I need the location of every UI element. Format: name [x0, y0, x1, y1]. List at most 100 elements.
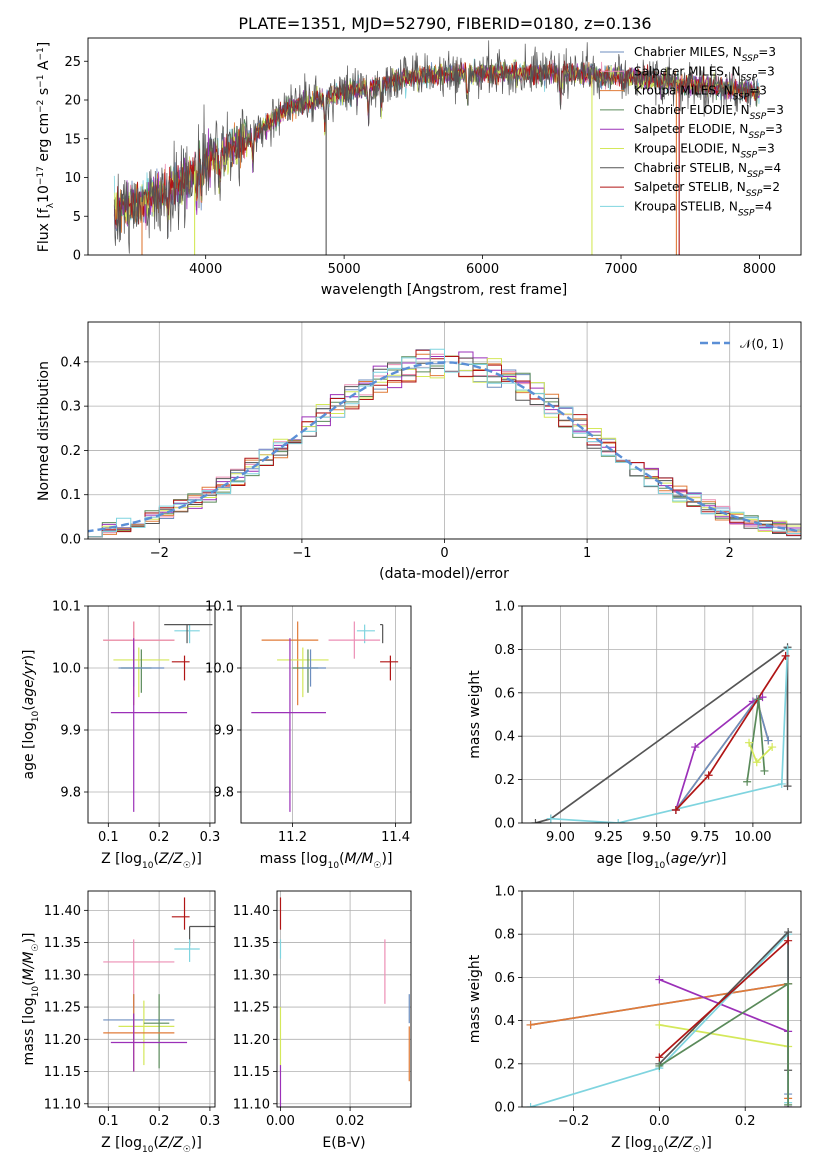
label-part: =4	[754, 199, 772, 213]
legend-label-chab_miles: Chabrier MILES, NSSP=3	[634, 45, 776, 64]
label-part: Chabrier ELODIE, N	[634, 103, 750, 117]
x-tick-label: 11.4	[381, 830, 410, 845]
label-part: age [log	[596, 851, 653, 867]
x-tick-label: 8000	[743, 262, 776, 277]
label-part: Kroupa MILES, N	[634, 84, 733, 98]
label-part: SSP	[741, 73, 758, 83]
label-part: Chabrier MILES, N	[634, 45, 742, 59]
weight-marker-chab_elodie	[760, 766, 769, 775]
label-part: )]	[701, 1135, 712, 1151]
label-part: 10	[31, 986, 41, 998]
label-part: erg cm	[36, 113, 52, 166]
weight-line-krou_stelib	[550, 649, 789, 823]
label-part: (	[665, 851, 670, 867]
label-part: =3	[758, 45, 776, 59]
y-tick-label: 0.2	[60, 444, 81, 459]
plot-area	[88, 322, 801, 539]
errorbar-chab_elodie	[143, 994, 170, 1069]
legend: 𝒩(0, 1)	[700, 337, 784, 351]
plot-area	[113, 40, 760, 255]
y-tick-label: 11.35	[233, 936, 270, 951]
label-part: =3	[766, 103, 784, 117]
label-part: 10	[652, 1145, 664, 1155]
y-tick-label: 10.0	[52, 662, 81, 677]
weight-marker-krou_elodie	[752, 758, 761, 767]
y-tick-label: 0.0	[494, 817, 515, 832]
weight-marker-chab_elodie	[655, 1061, 664, 1070]
legend-label-salp_miles: Salpeter MILES, NSSP=3	[634, 64, 775, 83]
plot-area	[88, 891, 215, 1107]
label-part: M/M	[21, 952, 37, 981]
y-tick-label: 0.0	[60, 533, 81, 548]
weight-marker-chab_stelib	[783, 782, 792, 791]
label-part: M/M	[345, 851, 374, 867]
label-part: age/yr	[671, 851, 717, 867]
weight-marker-krou_stelib	[526, 1103, 535, 1107]
x-tick-label: 0.00	[266, 1114, 295, 1129]
label-part: 10	[328, 861, 340, 871]
label-part: Z [log	[611, 1135, 652, 1151]
label-part: =3	[749, 84, 767, 98]
x-tick-label: 0.1	[98, 830, 119, 845]
spectrum-line-salp_stelib	[114, 60, 760, 226]
x-tick-label: 1	[583, 546, 591, 561]
label-part: ☉	[373, 861, 381, 871]
weight-marker-chab_elodie	[784, 979, 793, 988]
label-part: =3	[757, 64, 775, 78]
x-tick-label: 0.0	[649, 1114, 670, 1129]
y-tick-label: 0.2	[494, 773, 515, 788]
axes-frame	[521, 605, 802, 824]
errorbar-salp_stelib	[380, 655, 399, 681]
y-tick-label: 11.15	[44, 1065, 81, 1080]
panel-age_vs_mass: 11.2 11.4 9.8 9.9 10.0 10.1 mass [log10(M/M☉)]	[205, 600, 412, 871]
x-axis-label: Z [log10(Z/Z☉)]	[611, 1135, 712, 1155]
figure-title: PLATE=1351, MJD=52790, FIBERID=0180, z=0…	[238, 14, 651, 33]
spectrum-line-chab_stelib	[113, 40, 760, 254]
label-part: SSP	[748, 131, 765, 141]
plot-area	[522, 891, 801, 1107]
x-axis-label: (data-model)/error	[379, 566, 509, 582]
y-tick-label: 0.4	[494, 730, 515, 745]
weight-marker-salp_stelib	[655, 1053, 664, 1062]
label-part: Kroupa ELODIE, N	[634, 142, 741, 156]
label-part: (0, 1)	[752, 337, 784, 351]
y-tick-label: 9.9	[60, 724, 81, 739]
y-tick-label: 10	[64, 171, 81, 186]
y-tick-label: 9.9	[213, 724, 234, 739]
x-tick-label: 2	[726, 546, 734, 561]
label-part: =2	[762, 180, 780, 194]
label-part: age [log	[21, 722, 37, 779]
label-part: (	[21, 705, 37, 710]
weight-marker-chab_miles	[764, 736, 773, 745]
y-axis-label: mass weight	[467, 954, 483, 1043]
y-tick-label: 11.40	[233, 904, 270, 919]
errorbar-salp_elodie	[110, 1013, 188, 1072]
y-tick-label: 0.2	[494, 1057, 515, 1072]
x-tick-label: 0.2	[149, 830, 170, 845]
label-part: λ	[46, 202, 56, 208]
x-axis-label: Z [log10(Z/Z☉)]	[101, 1135, 202, 1155]
x-tick-label: 5000	[328, 262, 361, 277]
errorbar-salp_elodie	[251, 638, 326, 812]
panel-residuals: −2 −1 0 1 2 0.0 0.1 0.2 0.3 0.4 (data-model)/error…	[36, 321, 802, 582]
y-tick-label: 10.1	[205, 600, 234, 615]
x-tick-label: 0.2	[735, 1114, 756, 1129]
y-tick-label: 0.4	[494, 1014, 515, 1029]
label-part: Z [log	[101, 1135, 142, 1151]
weight-marker-chab_elodie	[754, 695, 763, 704]
label-part: ☉	[183, 861, 191, 871]
y-tick-label: 9.8	[60, 786, 81, 801]
panel-age_vs_Z: 0.1 0.2 0.39.89.910.010.1Z [log10(Z/Z☉)]ag…	[21, 600, 220, 872]
label-part: )]	[21, 933, 37, 944]
x-tick-label: 0.3	[200, 1114, 221, 1129]
y-tick-label: 0.0	[494, 1101, 515, 1116]
label-part: Z/Z	[668, 1135, 693, 1151]
y-tick-label: 1.0	[494, 885, 515, 900]
label-part: −17	[36, 166, 46, 185]
label-part: )]	[716, 851, 727, 867]
x-tick-label: −1	[292, 546, 311, 561]
plot-area	[277, 891, 411, 1107]
label-part: =3	[757, 142, 775, 156]
weight-marker-chab_stelib	[784, 928, 793, 937]
